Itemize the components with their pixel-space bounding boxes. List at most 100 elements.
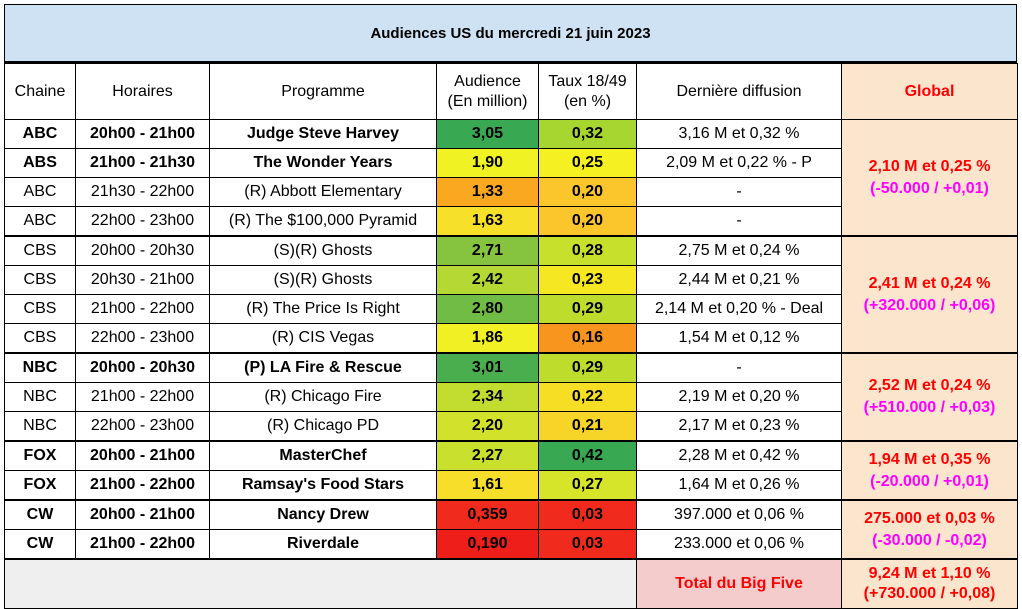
global-cell: 275.000 et 0,03 % (-30.000 / -0,02)	[841, 499, 1018, 560]
audience-cell: 2,42	[436, 265, 539, 295]
global-sub: (-30.000 / -0,02)	[872, 531, 987, 549]
last-airing-cell: -	[636, 352, 842, 383]
channel-cell: ABS	[4, 148, 76, 178]
program-cell: (R) The $100,000 Pyramid	[209, 206, 437, 237]
last-airing-cell: 233.000 et 0,06 %	[636, 529, 842, 560]
global-sub: (-20.000 / +0,01)	[870, 472, 989, 490]
rating-cell: 0,32	[538, 119, 637, 149]
rating-cell: 0,20	[538, 177, 637, 207]
header-horaires: Horaires	[75, 63, 210, 120]
time-cell: 21h00 - 22h00	[75, 294, 210, 324]
audience-cell: 2,20	[436, 411, 539, 442]
program-cell: (S)(R) Ghosts	[209, 265, 437, 295]
time-cell: 22h00 - 23h00	[75, 411, 210, 442]
channel-cell: NBC	[4, 411, 76, 442]
program-cell: Judge Steve Harvey	[209, 119, 437, 149]
audience-cell: 2,27	[436, 440, 539, 471]
total-row: Total du Big Five 9,24 M et 1,10 % (+730…	[4, 558, 1018, 609]
last-airing-cell: 1,64 M et 0,26 %	[636, 470, 842, 501]
header-audience-line1: Audience	[454, 72, 521, 90]
total-label: Total du Big Five	[636, 558, 842, 609]
total-sub: (+730.000 / +0,08)	[863, 585, 996, 602]
global-main: 2,41 M et 0,24 %	[868, 274, 991, 292]
last-airing-cell: 2,44 M et 0,21 %	[636, 265, 842, 295]
header-audience-line2: (En million)	[447, 92, 528, 110]
time-cell: 21h30 - 22h00	[75, 177, 210, 207]
global-main: 2,52 M et 0,24 %	[868, 377, 991, 394]
time-cell: 22h00 - 23h00	[75, 323, 210, 354]
table-row: CBS 21h00 - 22h00 (R) The Price Is Right 2,…	[4, 294, 1018, 324]
table-row: NBC 20h00 - 20h30 (P) LA Fire & Rescue 3,01…	[4, 352, 1018, 442]
audience-cell: 2,34	[436, 382, 539, 412]
audience-report: Audiences US du mercredi 21 juin 2023 Ch…	[4, 4, 1018, 609]
rating-cell: 0,16	[538, 323, 637, 354]
rating-cell: 0,03	[538, 499, 637, 530]
time-cell: 20h00 - 20h30	[75, 235, 210, 266]
time-cell: 21h00 - 21h30	[75, 148, 210, 178]
table-row: CBS 22h00 - 23h00 (R) CIS Vegas 1,86 0,16 1,5…	[4, 323, 1018, 354]
channel-cell: ABC	[4, 119, 76, 149]
table-row: CBS 20h00 - 20h30 (S)(R) Ghosts 2,71 0,28 2,7…	[4, 235, 1018, 354]
header-chaine: Chaine	[4, 63, 76, 120]
time-cell: 20h30 - 21h00	[75, 265, 210, 295]
global-cell: 2,41 M et 0,24 % (+320.000 / +0,06)	[841, 235, 1018, 354]
last-airing-cell: 2,28 M et 0,42 %	[636, 440, 842, 471]
last-airing-cell: 2,75 M et 0,24 %	[636, 235, 842, 266]
report-title: Audiences US du mercredi 21 juin 2023	[4, 4, 1017, 63]
table-row: ABS 21h00 - 21h30 The Wonder Years 1,90 0,25…	[4, 148, 1018, 178]
time-cell: 21h00 - 22h00	[75, 529, 210, 560]
header-taux: Taux 18/49 (en %)	[538, 63, 637, 120]
channel-cell: ABC	[4, 177, 76, 207]
program-cell: (S)(R) Ghosts	[209, 235, 437, 266]
rating-cell: 0,29	[538, 294, 637, 324]
table-row: CW 21h00 - 22h00 Riverdale 0,190 0,03 233.000…	[4, 529, 1018, 560]
global-sub: (+320.000 / +0,06)	[863, 296, 996, 314]
table-row: ABC 20h00 - 21h00 Judge Steve Harvey 3,05 0,…	[4, 119, 1018, 237]
channel-cell: FOX	[4, 470, 76, 501]
audience-cell: 3,05	[436, 119, 539, 149]
rating-cell: 0,21	[538, 411, 637, 442]
rating-cell: 0,29	[538, 352, 637, 383]
global-cell: 1,94 M et 0,35 % (-20.000 / +0,01)	[841, 440, 1018, 501]
table-row: CW 20h00 - 21h00 Nancy Drew 0,359 0,03 397.00…	[4, 499, 1018, 560]
audience-cell: 1,90	[436, 148, 539, 178]
rating-cell: 0,27	[538, 470, 637, 501]
channel-cell: FOX	[4, 440, 76, 471]
rating-cell: 0,25	[538, 148, 637, 178]
audience-cell: 1,61	[436, 470, 539, 501]
channel-cell: CW	[4, 529, 76, 560]
time-cell: 20h00 - 21h00	[75, 440, 210, 471]
program-cell: The Wonder Years	[209, 148, 437, 178]
rating-cell: 0,28	[538, 235, 637, 266]
audience-cell: 3,01	[436, 352, 539, 383]
table-row: FOX 21h00 - 22h00 Ramsay's Food Stars 1,61 0…	[4, 470, 1018, 501]
header-global: Global	[841, 63, 1018, 120]
table-row: CBS 20h30 - 21h00 (S)(R) Ghosts 2,42 0,23 2,4…	[4, 265, 1018, 295]
channel-cell: CBS	[4, 294, 76, 324]
audience-cell: 0,190	[436, 529, 539, 560]
rating-cell: 0,23	[538, 265, 637, 295]
audience-cell: 2,71	[436, 235, 539, 266]
channel-cell: CW	[4, 499, 76, 530]
header-taux-line2: (en %)	[563, 92, 612, 110]
time-cell: 20h00 - 21h00	[75, 499, 210, 530]
global-cell: 2,10 M et 0,25 % (-50.000 / +0,01)	[841, 119, 1018, 237]
program-cell: Riverdale	[209, 529, 437, 560]
header-derniere: Dernière diffusion	[636, 63, 842, 120]
table-row: FOX 20h00 - 21h00 MasterChef 2,27 0,42 2,28 M…	[4, 440, 1018, 501]
header-taux-line1: Taux 18/49	[548, 72, 627, 90]
header-audience: Audience (En million)	[436, 63, 539, 120]
last-airing-cell: 2,17 M et 0,23 %	[636, 411, 842, 442]
table-row: NBC 21h00 - 22h00 (R) Chicago Fire 2,34 0,22…	[4, 382, 1018, 412]
channel-cell: CBS	[4, 235, 76, 266]
program-cell: (R) Chicago Fire	[209, 382, 437, 412]
global-main: 2,10 M et 0,25 %	[868, 157, 991, 175]
audience-cell: 1,86	[436, 323, 539, 354]
channel-cell: CBS	[4, 323, 76, 354]
rating-cell: 0,20	[538, 206, 637, 237]
last-airing-cell: 1,54 M et 0,12 %	[636, 323, 842, 354]
channel-cell: NBC	[4, 352, 76, 383]
table-body: ABC 20h00 - 21h00 Judge Steve Harvey 3,05 0,…	[4, 119, 1018, 560]
program-cell: (P) LA Fire & Rescue	[209, 352, 437, 383]
program-cell: (R) CIS Vegas	[209, 323, 437, 354]
